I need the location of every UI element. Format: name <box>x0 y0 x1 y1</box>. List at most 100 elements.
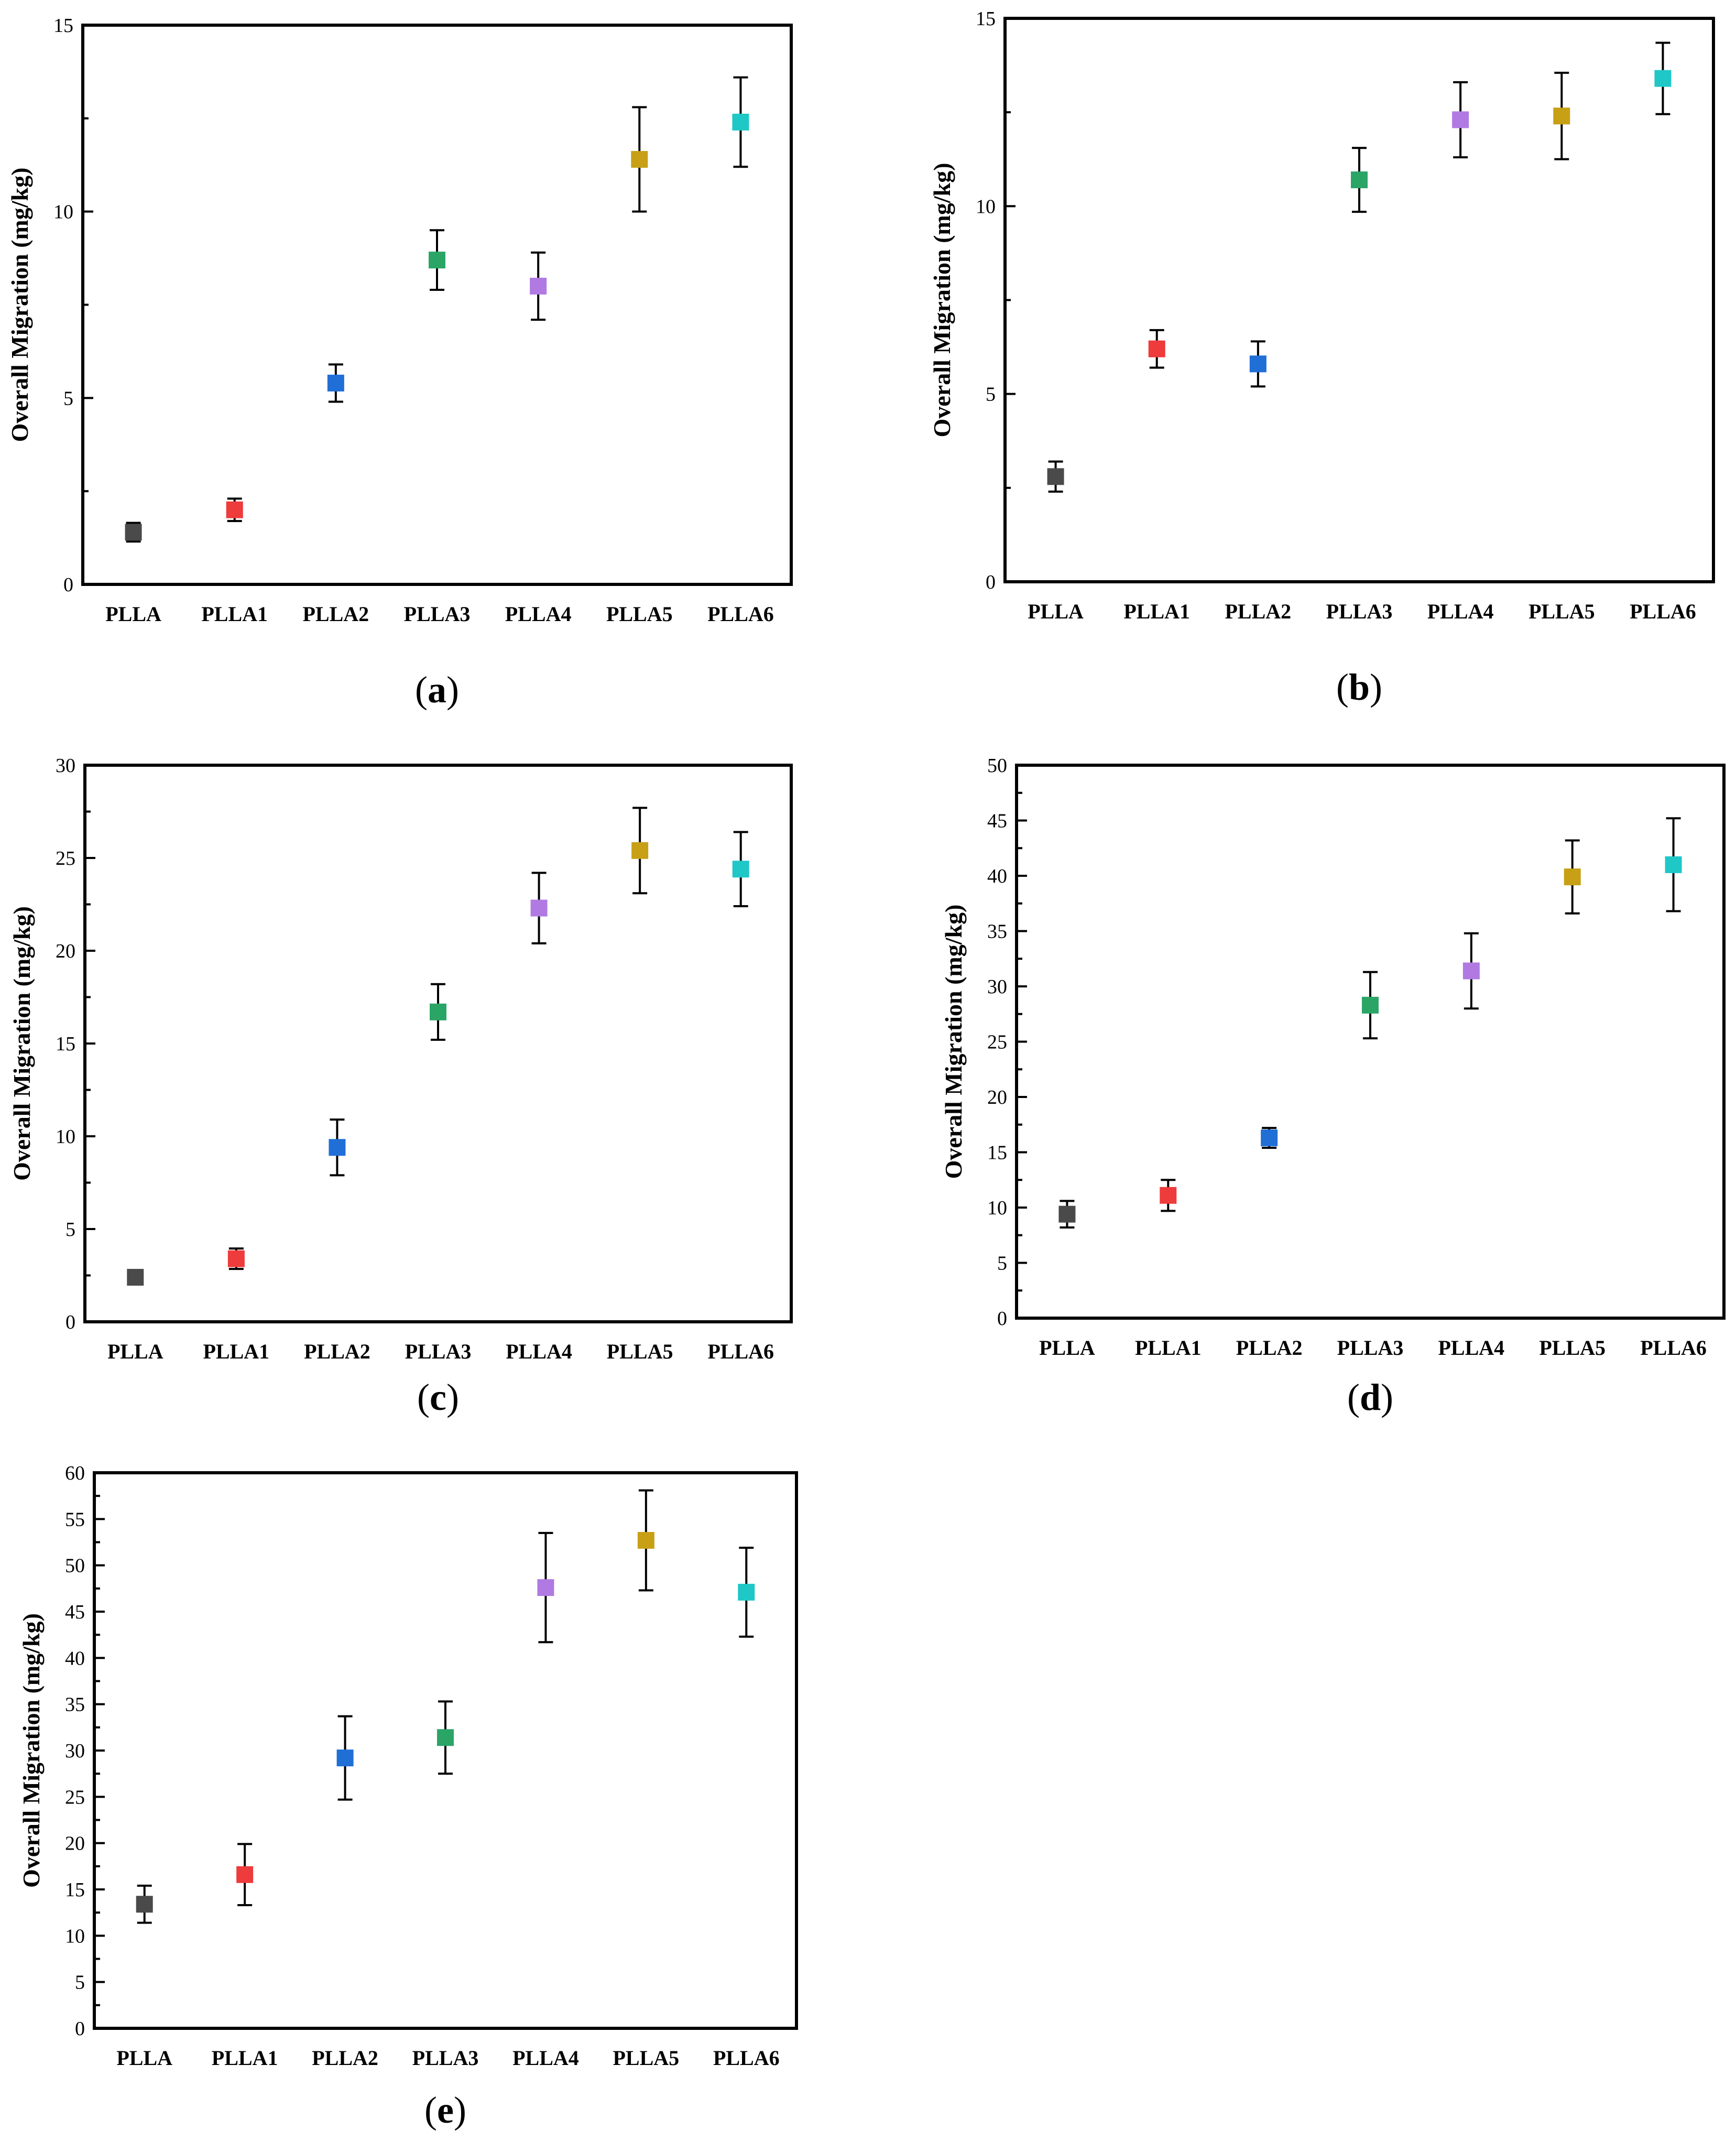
data-point-plla <box>125 524 142 541</box>
y-tick-label: 5 <box>65 1219 75 1241</box>
data-point-plla <box>1047 468 1064 485</box>
data-point-plla2 <box>327 374 344 392</box>
data-point-plla6 <box>732 861 749 878</box>
y-tick-label: 5 <box>63 387 73 409</box>
x-category-label: PLLA1 <box>1135 1336 1202 1360</box>
x-category-label: PLLA4 <box>506 1340 572 1363</box>
y-tick-label: 30 <box>56 755 75 777</box>
x-category-label: PLLA5 <box>1539 1336 1606 1360</box>
data-point-plla <box>127 1269 144 1286</box>
data-point-plla5 <box>1564 868 1581 886</box>
chart-panel-b: 0 5 10 15 PLLA PLLA1 PLLA2 PLLA3 PLLA4 PLLA5 PLLA6… <box>929 8 1715 708</box>
y-tick-label: 40 <box>987 865 1007 887</box>
y-tick-label: 5 <box>986 384 996 406</box>
data-point-plla6 <box>738 1583 755 1601</box>
y-tick-label: 10 <box>976 195 996 218</box>
data-point-plla1 <box>1148 340 1165 357</box>
data-point-plla <box>1058 1205 1076 1223</box>
y-tick-label: 15 <box>56 1033 75 1055</box>
data-point-plla <box>136 1896 153 1913</box>
y-tick-label: 15 <box>53 15 73 37</box>
x-category-label: PLLA4 <box>512 2046 579 2070</box>
x-category-label: PLLA2 <box>1225 600 1292 623</box>
y-tick-label: 15 <box>987 1142 1007 1164</box>
data-point-plla4 <box>537 1579 554 1596</box>
data-point-plla5 <box>631 151 648 168</box>
x-category-label: PLLA5 <box>606 602 673 626</box>
data-point-plla2 <box>329 1139 346 1156</box>
axis-frame <box>1015 764 1726 1320</box>
x-category-label: PLLA2 <box>312 2046 378 2070</box>
y-tick-label: 0 <box>997 1308 1007 1330</box>
y-tick-label: 50 <box>987 755 1007 777</box>
chart-panel-e: 0 5 10 15 20 25 30 35 40 45 50 55 60 PLLA PLLA1 PLLA2 PL… <box>18 1462 798 2131</box>
data-point-plla6 <box>732 113 749 131</box>
data-point-plla1 <box>1160 1187 1177 1204</box>
data-point-plla4 <box>1462 962 1480 980</box>
y-axis-label: Overall Migration (mg/kg) <box>8 906 35 1181</box>
x-category-label: PLLA6 <box>707 602 774 626</box>
data-point-plla5 <box>631 842 649 859</box>
y-tick-label: 0 <box>63 574 73 596</box>
y-tick-label: 25 <box>987 1031 1007 1053</box>
x-category-label: PLLA1 <box>201 602 268 626</box>
data-point-plla4 <box>530 277 547 295</box>
axis-frame <box>83 764 793 1323</box>
y-tick-label: 5 <box>75 1972 85 1994</box>
data-point-plla3 <box>429 252 445 269</box>
y-tick-label: 40 <box>65 1647 85 1669</box>
x-category-label: PLLA6 <box>707 1340 774 1363</box>
y-tick-label: 0 <box>986 571 996 593</box>
chart-panel-d: 0 5 10 15 20 25 30 35 40 45 50 PLLA PLLA1 PLLA2 PLLA3 P… <box>940 755 1726 1418</box>
y-tick-label: 0 <box>75 2018 85 2040</box>
y-tick-label: 10 <box>53 201 73 223</box>
x-category-label: PLLA4 <box>505 602 572 626</box>
axis-frame <box>81 24 793 586</box>
x-category-label: PLLA1 <box>1123 600 1190 623</box>
x-category-label: PLLA1 <box>203 1340 270 1363</box>
x-category-label: PLLA <box>107 1340 163 1363</box>
y-tick-label: 45 <box>65 1601 85 1623</box>
data-point-plla4 <box>530 899 548 917</box>
x-category-label: PLLA <box>1028 600 1084 623</box>
x-category-label: PLLA6 <box>1640 1336 1707 1360</box>
x-category-label: PLLA3 <box>405 1340 472 1363</box>
data-point-plla1 <box>227 1250 245 1267</box>
y-tick-label: 60 <box>65 1462 85 1484</box>
x-category-label: PLLA <box>105 602 161 626</box>
y-tick-label: 35 <box>987 921 1007 943</box>
x-category-label: PLLA3 <box>1326 600 1393 623</box>
y-tick-label: 15 <box>65 1879 85 1901</box>
y-tick-label: 10 <box>987 1197 1007 1219</box>
data-point-plla4 <box>1452 111 1469 128</box>
y-tick-label: 30 <box>65 1740 85 1762</box>
y-axis-label: Overall Migration (mg/kg) <box>929 163 955 438</box>
panel-caption: (e) <box>424 2089 466 2131</box>
y-tick-label: 10 <box>56 1126 75 1148</box>
panel-caption: (d) <box>1347 1376 1393 1418</box>
data-point-plla6 <box>1665 856 1682 873</box>
y-tick-label: 20 <box>65 1833 85 1855</box>
y-tick-label: 0 <box>65 1311 75 1333</box>
data-point-plla1 <box>236 1866 254 1883</box>
y-tick-label: 10 <box>65 1925 85 1947</box>
x-category-label: PLLA5 <box>607 1340 673 1363</box>
data-point-plla5 <box>1553 107 1570 125</box>
x-category-label: PLLA6 <box>1630 600 1696 623</box>
x-category-label: PLLA4 <box>1427 600 1494 623</box>
x-category-label: PLLA3 <box>404 602 471 626</box>
data-point-plla6 <box>1654 70 1672 87</box>
chart-panel-a: 0 5 10 15 PLLA PLLA1 PLLA2 PLLA3 PLLA4 PLLA5 PLLA6… <box>6 15 793 711</box>
data-point-plla3 <box>1351 171 1368 189</box>
panel-caption: (c) <box>417 1376 459 1418</box>
y-axis-label: Overall Migration (mg/kg) <box>6 168 33 442</box>
x-category-label: PLLA4 <box>1438 1336 1505 1360</box>
panel-caption: (a) <box>415 669 459 711</box>
x-category-label: PLLA5 <box>613 2046 680 2070</box>
data-point-plla2 <box>336 1749 354 1767</box>
y-axis-label: Overall Migration (mg/kg) <box>18 1613 45 1888</box>
y-tick-label: 20 <box>987 1086 1007 1108</box>
y-tick-label: 30 <box>987 976 1007 998</box>
x-category-label: PLLA2 <box>304 1340 370 1363</box>
y-tick-label: 50 <box>65 1555 85 1577</box>
